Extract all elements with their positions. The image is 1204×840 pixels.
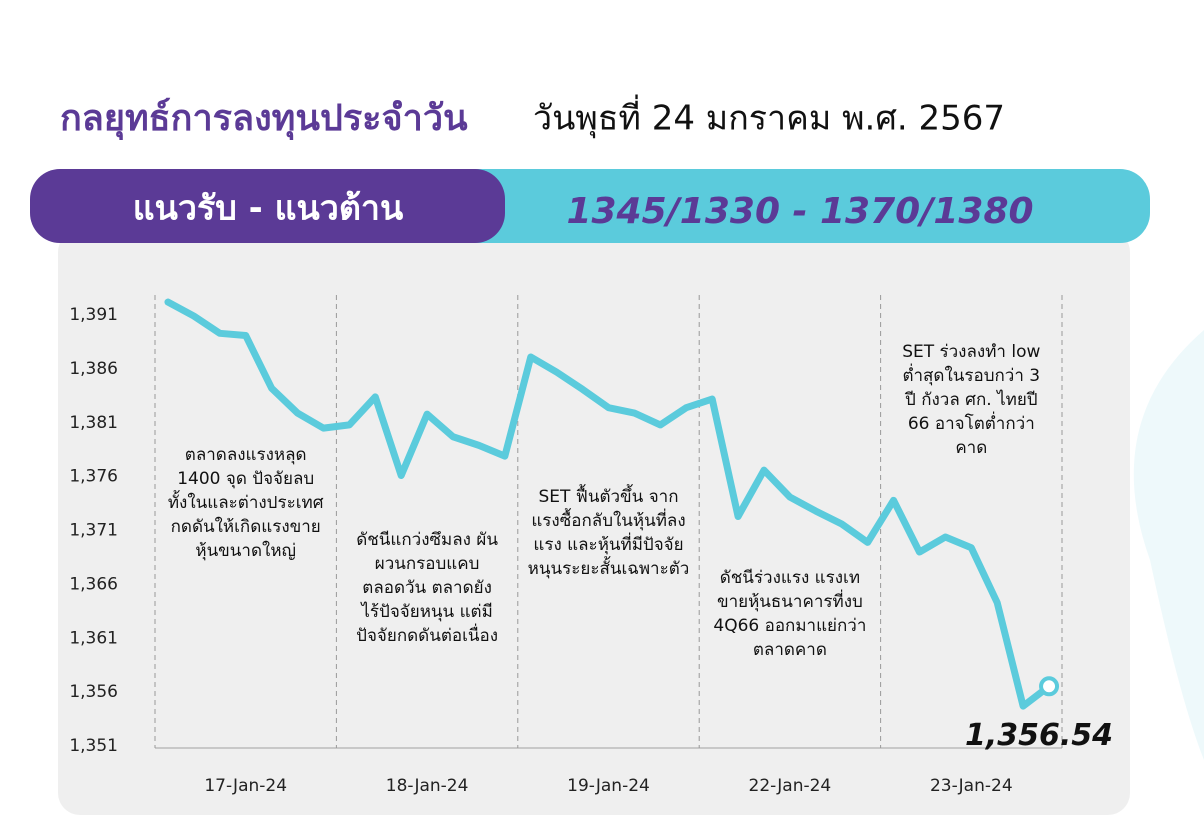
annotation: SET ร่วงลงทำ low [902,342,1040,362]
y-tick-label: 1,356 [69,682,118,702]
y-tick-label: 1,351 [69,736,118,756]
end-marker [1039,676,1060,697]
series-line [164,298,1053,710]
annotation: แรง และหุ้นที่มีปัจจัย [533,532,683,555]
annotation: ขายหุ้นธนาคารที่งบ [717,589,863,612]
x-tick-label: 22-Jan-24 [749,776,832,796]
annotation: ปัจจัยกดดันต่อเนื่อง [356,623,498,646]
annotation: หุ้นขนาดใหญ่ [195,540,296,561]
annotation: ปี กังวล ศก. ไทยปี [904,389,1037,410]
annotation: ดัชนีร่วงแรง แรงเท [720,568,860,588]
annotation: ตลาดคาด [753,640,827,660]
annotation: ตลาดลงแรงหลุด [185,445,307,465]
annotation: ไร้ปัจจัยหนุน แต่มี [359,601,492,622]
y-tick-label: 1,381 [69,413,118,433]
x-tick-label: 23-Jan-24 [930,776,1013,796]
y-tick-label: 1,366 [69,574,118,594]
annotation: SET ฟื้นตัวขึ้น จาก [538,484,678,507]
annotation: ตลอดวัน ตลาดยัง [362,578,492,598]
annotation: ทั้งในและต่างประเทศ [168,490,324,513]
chart-subtitle: วันพุธที่ 24 มกราคม พ.ศ. 2567 [533,95,1005,139]
annotation: หนุนระยะสั้นเฉพาะตัว [528,556,690,579]
x-tick-label: 19-Jan-24 [567,776,650,796]
y-tick-label: 1,391 [69,305,118,325]
banner-left [30,169,505,243]
annotation: 66 อาจโตต่ำกว่า [908,411,1035,434]
banner-right [440,169,1150,243]
banner-value: 1345/1330 - 1370/1380 [566,191,1033,232]
annotation: ผวนกรอบแคบ [375,554,480,574]
y-tick-label: 1,386 [69,359,118,379]
annotation: กดดันให้เกิดแรงขาย [171,516,321,537]
y-tick-label: 1,361 [69,628,118,648]
panel [58,230,1130,815]
chart-title: กลยุทธ์การลงทุนประจำวัน [60,97,468,141]
annotation: ต่ำสุดในรอบกว่า 3 [902,363,1040,386]
annotation: 4Q66 ออกมาแย่กว่า [713,616,866,636]
annotation: 1400 จุด ปัจจัยลบ [177,469,314,489]
annotation: คาด [955,438,987,458]
y-tick-label: 1,376 [69,467,118,487]
value-label: 1,356.54 [965,718,1113,753]
banner-label: แนวรับ - แนวต้าน [133,189,404,229]
x-tick-label: 17-Jan-24 [204,776,287,796]
y-tick-label: 1,371 [69,521,118,541]
x-tick-label: 18-Jan-24 [386,776,469,796]
annotation: ดัชนีแกว่งซึมลง ผัน [356,530,498,550]
decor [1133,330,1204,760]
annotation: แรงซื้อกลับในหุ้นที่ลง [531,508,685,531]
